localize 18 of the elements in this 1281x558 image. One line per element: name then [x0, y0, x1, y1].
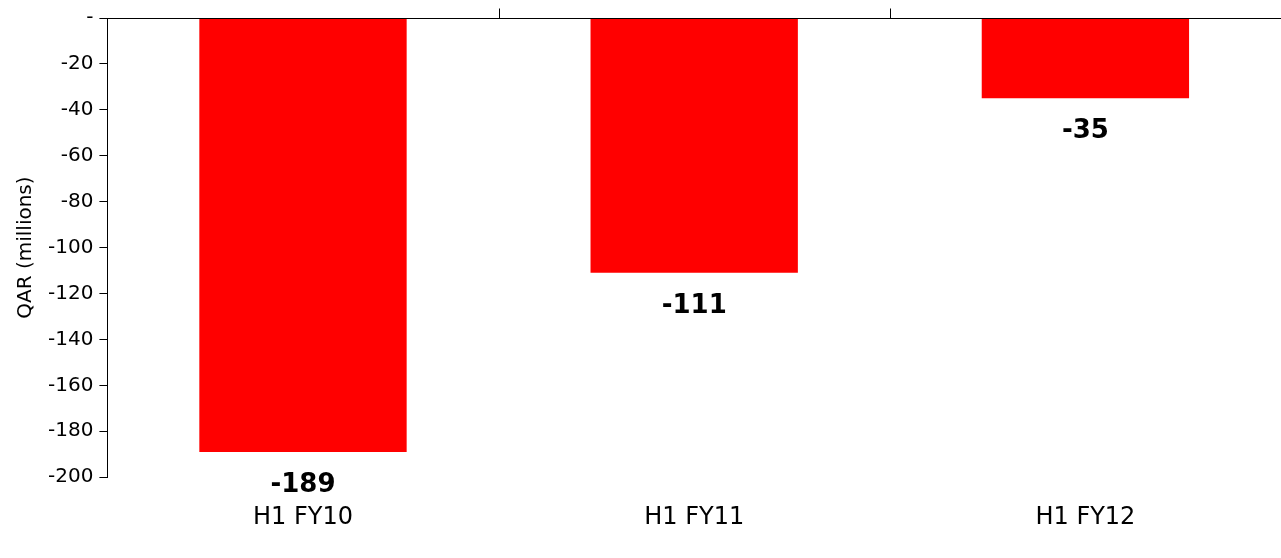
y-tick-label: -20: [60, 50, 94, 75]
x-tick-label: H1 FY11: [644, 501, 745, 530]
data-label: -35: [1061, 114, 1109, 145]
y-tick-label: -60: [60, 141, 94, 166]
y-tick-label: -120: [48, 279, 94, 304]
y-tick-label: -80: [60, 187, 94, 212]
data-label: -189: [270, 467, 336, 498]
y-tick-label: -160: [48, 371, 94, 396]
y-tick-label: -200: [48, 463, 94, 488]
y-tick-label: -100: [48, 233, 94, 258]
y-tick-label: -140: [48, 325, 94, 350]
y-tick-label: -: [86, 4, 94, 29]
data-label: -111: [661, 288, 727, 319]
y-tick-label: -180: [48, 417, 94, 442]
x-tick-label: H1 FY12: [1035, 501, 1136, 530]
y-axis-title: QAR (millions): [12, 176, 37, 319]
y-tick-label: -40: [60, 96, 94, 121]
x-tick-label: H1 FY10: [253, 501, 353, 530]
